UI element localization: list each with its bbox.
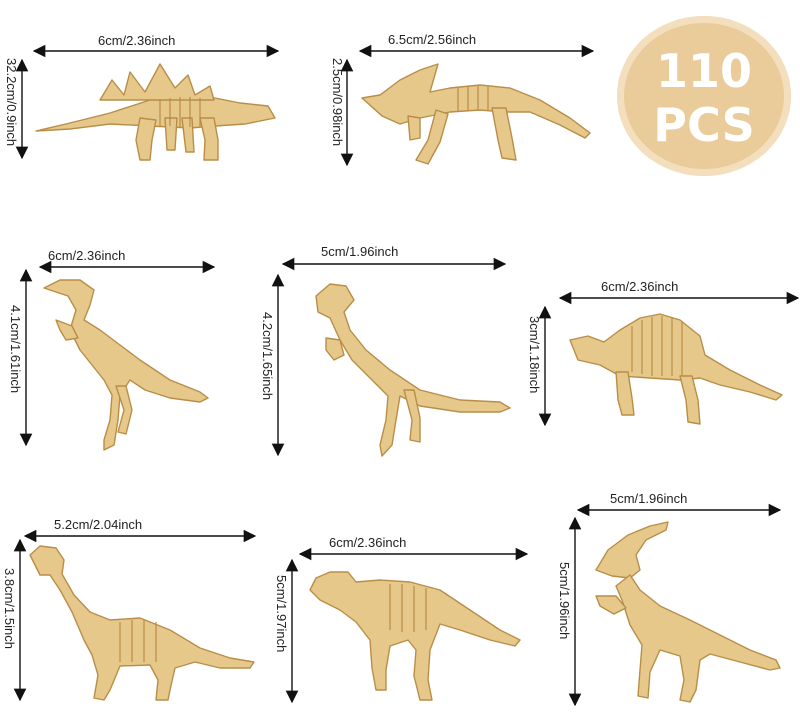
triceratops-width-label: 6.5cm/2.56inch	[388, 32, 477, 47]
allosaurus-width-label: 6cm/2.36inch	[329, 535, 407, 550]
allosaurus-skeleton	[309, 571, 521, 701]
stegosaurus-skeleton	[35, 63, 276, 161]
parasaurolophus-height-label: 5cm/1.96inch	[557, 562, 572, 640]
dilophosaurus-height-label: 4.1cm/1.61inch	[8, 305, 23, 394]
brachiosaurus-width-label: 5.2cm/2.04inch	[54, 517, 143, 532]
parasaurolophus-width-label: 5cm/1.96inch	[610, 491, 688, 506]
dimetrodon-skeleton	[569, 313, 783, 425]
tyrannosaurus-height-label: 4.2cm/1.65inch	[260, 312, 275, 401]
triceratops-skeleton	[361, 63, 591, 165]
allosaurus-height-label: 5cm/1.97inch	[274, 575, 289, 653]
tyrannosaurus-width-label: 5cm/1.96inch	[321, 244, 399, 259]
dimetrodon-width-label: 6cm/2.36inch	[601, 279, 679, 294]
brachiosaurus-skeleton	[29, 545, 255, 701]
quantity-badge: 110 PCS	[617, 16, 791, 176]
badge-unit: PCS	[653, 98, 755, 152]
dilophosaurus-skeleton	[43, 279, 209, 451]
triceratops-height-label: 2.5cm/0.98inch	[330, 58, 345, 147]
stegosaurus-height-label: 32.2cm/0.9inch	[4, 58, 19, 147]
parasaurolophus-skeleton	[595, 521, 781, 703]
dimetrodon-height-label: 3cm/1.18inch	[527, 316, 542, 394]
dilophosaurus-width-label: 6cm/2.36inch	[48, 248, 126, 263]
tyrannosaurus-skeleton	[315, 283, 511, 457]
stegosaurus-width-label: 6cm/2.36inch	[98, 33, 176, 48]
badge-count: 110	[655, 44, 753, 98]
brachiosaurus-height-label: 3.8cm/1.5inch	[2, 568, 17, 649]
